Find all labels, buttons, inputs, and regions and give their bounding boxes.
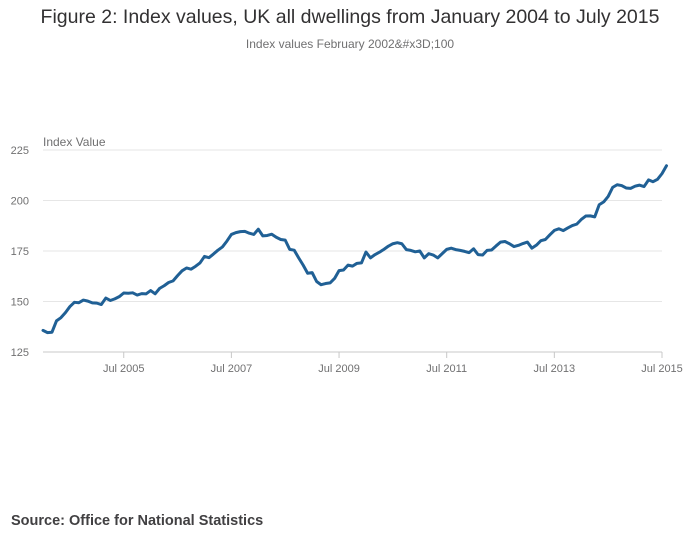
chart-subtitle: Index values February 2002&#x3D;100	[245, 37, 455, 51]
series-layer	[41, 164, 668, 335]
x-tick-label: Jul 2015	[641, 363, 683, 375]
y-tick-label: 150	[11, 297, 29, 309]
y-axis-title: Index Value	[43, 135, 106, 149]
y-tick-label: 225	[11, 145, 29, 157]
y-tick-label: 175	[11, 246, 29, 258]
gridlines	[43, 149, 662, 302]
source-note: Source: Office for National Statistics	[11, 513, 264, 529]
x-tick-label: Jul 2005	[103, 363, 145, 375]
y-tick-label: 125	[11, 347, 29, 359]
series-line	[41, 164, 668, 335]
chart-title: Figure 2: Index values, UK all dwellings…	[40, 6, 660, 28]
x-tick-label: Jul 2011	[426, 363, 467, 375]
x-tick-label: Jul 2013	[534, 363, 576, 375]
x-tick-label: Jul 2009	[318, 363, 360, 375]
x-tick-label: Jul 2007	[211, 363, 253, 375]
y-tick-label: 200	[11, 196, 29, 208]
axes: 125 150 175 200 225 Jul 2005 Jul 2007 Jul 2009 J…	[11, 145, 683, 375]
